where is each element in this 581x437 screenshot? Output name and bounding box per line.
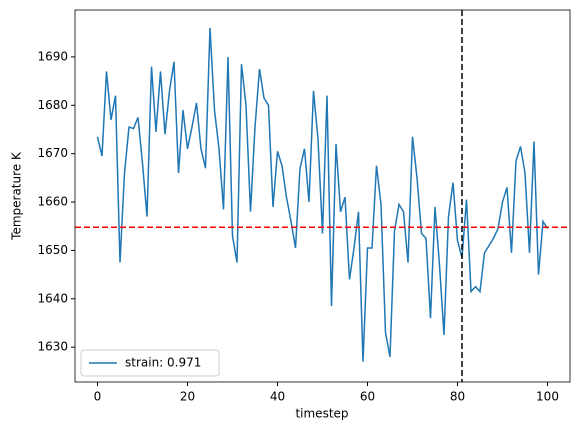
y-tick-label: 1660 [37,195,68,209]
plot-frame [74,9,571,383]
y-tick-label: 1670 [37,146,68,160]
legend-box [80,349,220,377]
x-tick-label: 40 [270,390,285,404]
y-tick-label: 1630 [37,340,68,354]
x-tick-label: 100 [536,390,559,404]
x-tick-label: 0 [94,390,102,404]
y-tick-label: 1640 [37,291,68,305]
y-tick-label: 1680 [37,98,68,112]
data-line [96,27,549,362]
y-axis-label: Temperature K [10,151,24,241]
x-tick-label: 60 [360,390,375,404]
x-tick-label: 80 [450,390,465,404]
x-tick-label: 20 [180,390,195,404]
y-tick-label: 1690 [37,49,68,63]
y-tick-label: 1650 [37,243,68,257]
x-axis-label: timestep [295,407,348,421]
legend-label: strain: 0.971 [125,356,201,370]
